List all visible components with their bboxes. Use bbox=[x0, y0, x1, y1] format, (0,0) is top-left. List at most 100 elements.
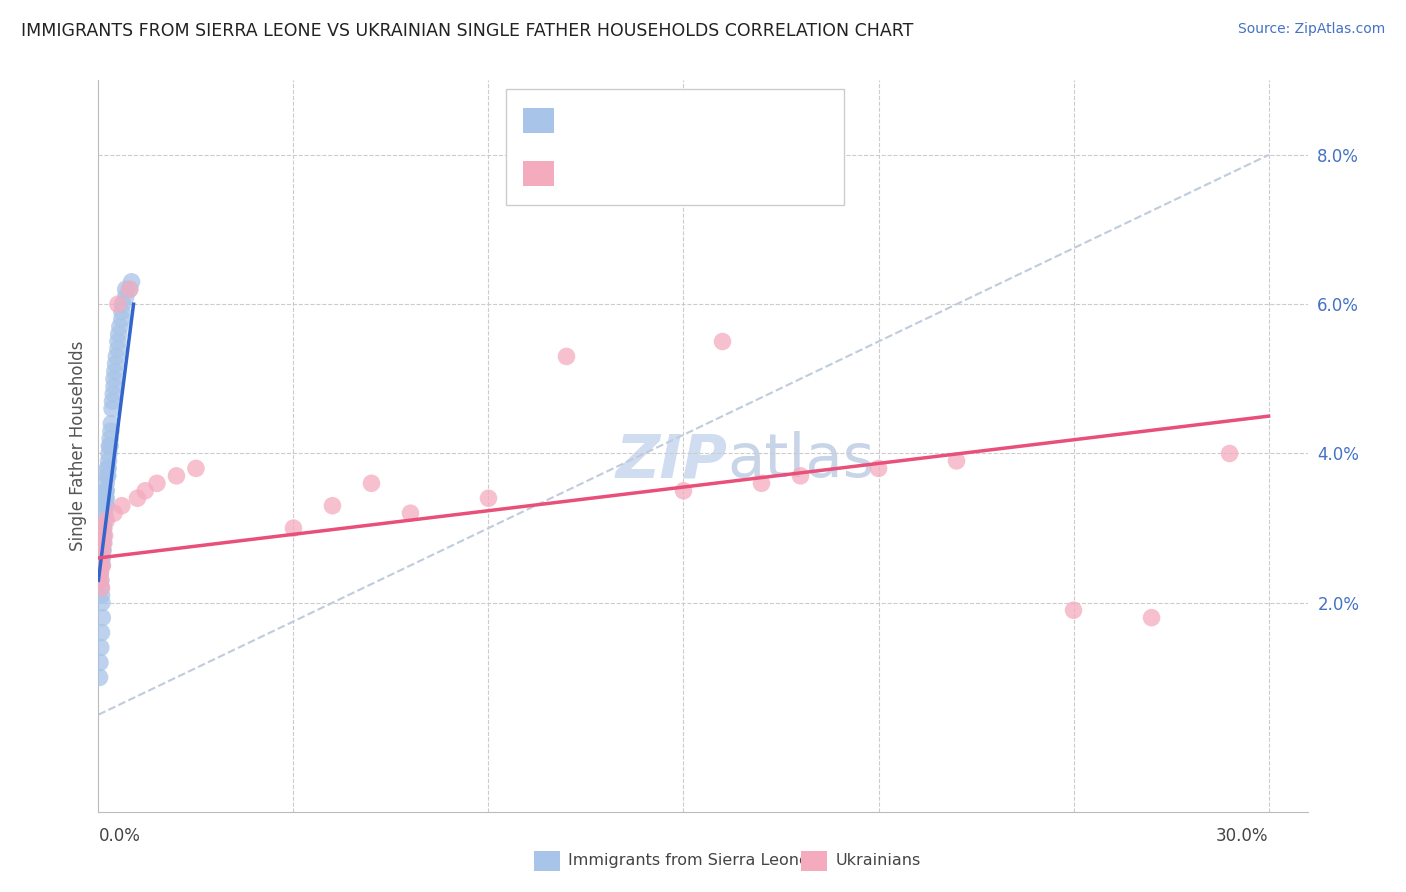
Point bbox=[103, 506, 125, 520]
Point bbox=[93, 528, 115, 542]
Point bbox=[96, 476, 118, 491]
Point bbox=[1219, 446, 1241, 460]
Text: 0.0%: 0.0% bbox=[98, 827, 141, 845]
Point bbox=[91, 543, 114, 558]
Point bbox=[321, 499, 343, 513]
Point bbox=[672, 483, 695, 498]
Text: N = 62: N = 62 bbox=[657, 112, 714, 129]
Point bbox=[94, 491, 117, 506]
Point bbox=[96, 483, 118, 498]
Y-axis label: Single Father Households: Single Father Households bbox=[69, 341, 87, 551]
Point bbox=[107, 326, 129, 341]
Point bbox=[114, 282, 136, 296]
Text: Source: ZipAtlas.com: Source: ZipAtlas.com bbox=[1237, 22, 1385, 37]
Point bbox=[114, 290, 136, 304]
Point bbox=[94, 499, 117, 513]
Text: Ukrainians: Ukrainians bbox=[835, 854, 921, 868]
Point bbox=[90, 574, 112, 588]
Point bbox=[89, 670, 111, 684]
Point bbox=[105, 350, 128, 364]
Point bbox=[91, 521, 114, 535]
Point bbox=[118, 282, 141, 296]
Point bbox=[96, 468, 118, 483]
Text: R = 0.330: R = 0.330 bbox=[565, 112, 648, 129]
Point bbox=[711, 334, 734, 349]
Point bbox=[477, 491, 499, 506]
Point bbox=[134, 483, 156, 498]
Point bbox=[94, 483, 117, 498]
Point bbox=[111, 297, 134, 311]
Point bbox=[91, 610, 114, 624]
Point bbox=[90, 581, 112, 595]
Point bbox=[89, 656, 111, 670]
Point bbox=[1140, 610, 1163, 624]
Point bbox=[283, 521, 305, 535]
Point bbox=[93, 514, 115, 528]
Point bbox=[107, 334, 129, 349]
Point bbox=[93, 528, 115, 542]
Point bbox=[96, 461, 118, 475]
Point bbox=[93, 521, 115, 535]
Point bbox=[96, 491, 118, 506]
Point bbox=[90, 574, 112, 588]
Point bbox=[90, 640, 112, 655]
Point bbox=[91, 543, 114, 558]
Point bbox=[111, 304, 134, 318]
Point bbox=[146, 476, 169, 491]
Point bbox=[1063, 603, 1085, 617]
Point bbox=[751, 476, 773, 491]
Point bbox=[91, 521, 114, 535]
Point bbox=[89, 536, 111, 550]
Text: 30.0%: 30.0% bbox=[1216, 827, 1268, 845]
Point bbox=[100, 424, 122, 438]
Point bbox=[98, 432, 121, 446]
Point bbox=[91, 536, 114, 550]
Point bbox=[89, 566, 111, 580]
Point bbox=[98, 439, 121, 453]
Point bbox=[127, 491, 149, 506]
Point bbox=[103, 386, 125, 401]
Point bbox=[108, 319, 131, 334]
Text: Immigrants from Sierra Leone: Immigrants from Sierra Leone bbox=[568, 854, 808, 868]
Point bbox=[91, 536, 114, 550]
Point bbox=[868, 461, 890, 475]
Point bbox=[97, 454, 120, 468]
Point bbox=[90, 625, 112, 640]
Text: atlas: atlas bbox=[727, 431, 875, 490]
Point bbox=[111, 499, 134, 513]
Point bbox=[107, 297, 129, 311]
Text: ZIP: ZIP bbox=[616, 431, 727, 490]
Point bbox=[93, 506, 115, 520]
Point bbox=[360, 476, 382, 491]
Point bbox=[90, 588, 112, 602]
Point bbox=[104, 364, 127, 378]
Point bbox=[90, 581, 112, 595]
Text: N = 36: N = 36 bbox=[657, 165, 714, 183]
Point bbox=[111, 312, 134, 326]
Point bbox=[89, 558, 111, 573]
Point bbox=[91, 558, 114, 573]
Point bbox=[555, 350, 578, 364]
Text: IMMIGRANTS FROM SIERRA LEONE VS UKRAINIAN SINGLE FATHER HOUSEHOLDS CORRELATION C: IMMIGRANTS FROM SIERRA LEONE VS UKRAINIA… bbox=[21, 22, 914, 40]
Point bbox=[97, 468, 120, 483]
Point bbox=[165, 468, 187, 483]
Point bbox=[93, 536, 115, 550]
Point bbox=[89, 551, 111, 566]
Point bbox=[96, 514, 118, 528]
Point bbox=[789, 468, 811, 483]
Point bbox=[104, 357, 127, 371]
Point bbox=[89, 558, 111, 573]
Point bbox=[103, 379, 125, 393]
Point bbox=[101, 401, 124, 416]
Point bbox=[91, 528, 114, 542]
Point bbox=[118, 282, 141, 296]
Point bbox=[100, 417, 122, 431]
Point bbox=[89, 551, 111, 566]
Point bbox=[90, 596, 112, 610]
Point bbox=[98, 439, 121, 453]
Point bbox=[97, 446, 120, 460]
Point bbox=[107, 342, 129, 356]
Point bbox=[89, 536, 111, 550]
Point bbox=[103, 372, 125, 386]
Point bbox=[121, 275, 143, 289]
